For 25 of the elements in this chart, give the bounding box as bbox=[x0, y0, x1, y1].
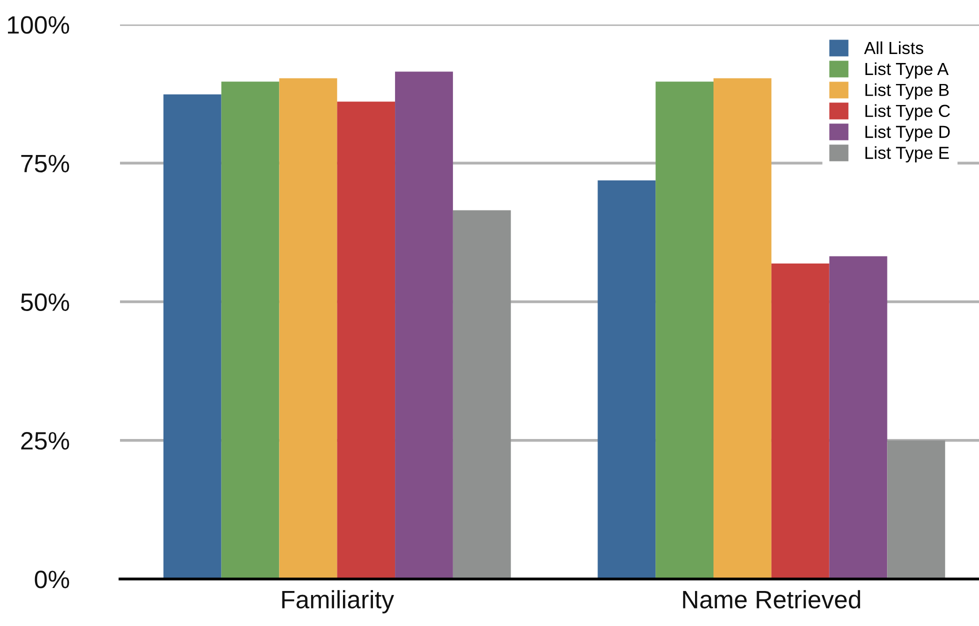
bar bbox=[279, 78, 338, 579]
bar bbox=[887, 440, 946, 579]
bar bbox=[714, 78, 772, 579]
legend-label: List Type A bbox=[865, 62, 949, 79]
y-tick-label: 0% bbox=[34, 570, 70, 588]
legend-label: List Type D bbox=[865, 125, 950, 142]
y-tick-label: 25% bbox=[21, 432, 70, 450]
bar bbox=[771, 263, 830, 579]
bar bbox=[337, 102, 396, 579]
bar bbox=[598, 180, 656, 579]
legend-label: All Lists bbox=[864, 41, 924, 54]
bar bbox=[395, 72, 453, 579]
x-tick-label: Familiarity bbox=[282, 590, 394, 614]
legend-label: List Type E bbox=[865, 146, 949, 162]
bar bbox=[163, 94, 222, 579]
y-tick-label: 50% bbox=[20, 293, 70, 312]
bar bbox=[452, 210, 511, 579]
y-tick-label: 100% bbox=[8, 16, 70, 34]
bar bbox=[656, 82, 714, 579]
bar bbox=[221, 82, 280, 579]
bar bbox=[829, 256, 888, 579]
legend-label: List Type C bbox=[865, 104, 950, 120]
x-tick-label: Name Retrieved bbox=[683, 590, 860, 608]
legend-label: List Type B bbox=[865, 83, 949, 100]
y-tick-label: 75% bbox=[21, 154, 70, 172]
